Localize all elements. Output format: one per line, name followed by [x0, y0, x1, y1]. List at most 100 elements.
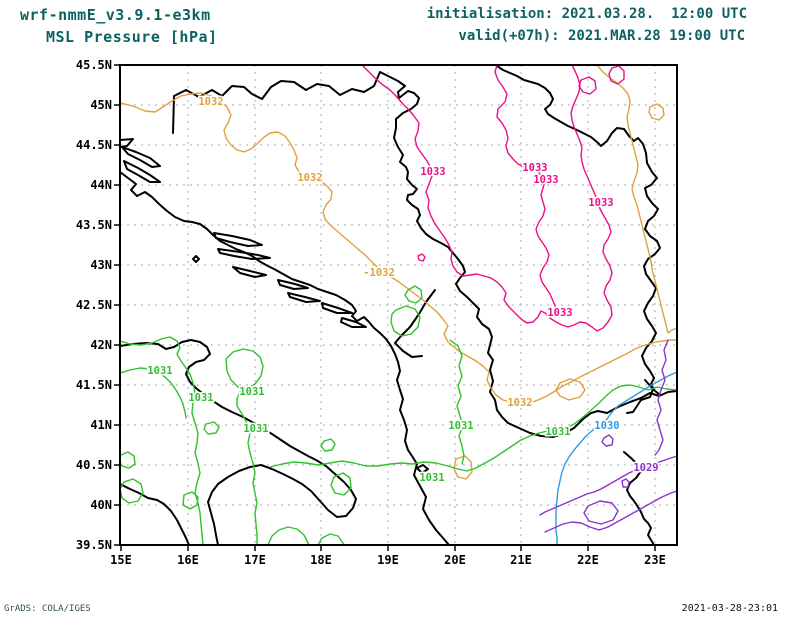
- y-tick-label: 40N: [90, 498, 112, 512]
- contour-1029: [539, 455, 677, 516]
- contour-1033: [417, 253, 426, 262]
- contour-1031: [225, 348, 264, 390]
- coastline-border-line: [277, 279, 309, 290]
- coastline-border-line: [121, 146, 161, 168]
- contour-1031: [317, 533, 345, 545]
- contour-1031: [236, 391, 258, 545]
- contour-1032: [120, 92, 677, 404]
- contour-1029: [583, 500, 619, 525]
- coastline-border-line: [120, 171, 450, 545]
- contour-1031: [203, 421, 220, 435]
- y-tick-label: 42N: [90, 338, 112, 352]
- coastline-border-line: [394, 289, 436, 358]
- contour-label-1032: 1032: [297, 172, 322, 184]
- y-tick-label: 43.5N: [76, 218, 112, 232]
- contour-label-1031: 1031: [545, 426, 570, 438]
- map-geometry: [120, 65, 677, 545]
- coastline-border-line: [123, 160, 161, 183]
- x-tick-label: 19E: [377, 553, 399, 567]
- contour-label-1033: 1033: [588, 197, 613, 209]
- contour-label-1031: 1031: [239, 386, 264, 398]
- x-tick-label: 20E: [444, 553, 466, 567]
- coastline-border-line: [217, 248, 271, 260]
- y-tick-label: 44.5N: [76, 138, 112, 152]
- contour-1031: [267, 526, 310, 545]
- contour-label-1033: 1033: [420, 166, 445, 178]
- contour-1033: [494, 65, 559, 315]
- contour-1032: [648, 103, 665, 121]
- contour-label-1033: 1033: [547, 307, 572, 319]
- y-tick-label: 44N: [90, 178, 112, 192]
- x-tick-label: 21E: [510, 553, 532, 567]
- initialisation-time-label: initialisation: 2021.03.28. 12:00 UTC: [426, 6, 747, 22]
- coastline-border-line: [192, 255, 200, 263]
- x-tick-label: 18E: [310, 553, 332, 567]
- contour-label-1032: 1032: [507, 397, 532, 409]
- contour-label-1031: 1031: [448, 420, 473, 432]
- coastline-border-line: [172, 71, 677, 438]
- contour-1029: [544, 490, 677, 533]
- coastline-border-line: [340, 317, 367, 328]
- contour-1031: [269, 384, 677, 472]
- x-tick-label: 16E: [177, 553, 199, 567]
- contour-label-1033: 1033: [522, 162, 547, 174]
- contour-1033: [608, 65, 625, 85]
- contour-1031: [120, 367, 187, 419]
- y-tick-label: 39.5N: [76, 538, 112, 552]
- coastline-border-line: [496, 65, 661, 396]
- contour-label-1031: 1031: [147, 365, 172, 377]
- contour-label-1031: 1031: [243, 423, 268, 435]
- y-tick-label: 42.5N: [76, 298, 112, 312]
- y-tick-label: 41.5N: [76, 378, 112, 392]
- contour-1031: [320, 438, 336, 452]
- contour-1032: [453, 455, 473, 480]
- x-tick-label: 22E: [577, 553, 599, 567]
- contour-label-1029: 1029: [633, 462, 658, 474]
- creation-timestamp: 2021-03-28-23:01: [681, 603, 778, 614]
- y-tick-label: 43N: [90, 258, 112, 272]
- contour-label-1033: 1033: [533, 174, 558, 186]
- y-tick-label: 41N: [90, 418, 112, 432]
- contour-label-1030: 1030: [594, 420, 619, 432]
- coastline-border-line: [120, 339, 357, 545]
- contour-1033: [578, 76, 597, 95]
- y-tick-label: 45.5N: [76, 58, 112, 72]
- contour-1029: [621, 478, 630, 488]
- contour-1031: [330, 472, 352, 496]
- x-tick-label: 17E: [244, 553, 266, 567]
- valid-time-label: valid(+07h): 2021.MAR.28 19:00 UTC: [458, 28, 745, 44]
- contour-label-1031: 1031: [188, 392, 213, 404]
- contour-1030: [555, 371, 677, 545]
- model-title: wrf-nmmE_v3.9.1-e3km: [20, 6, 211, 24]
- field-title: MSL Pressure [hPa]: [46, 28, 218, 46]
- contour-1031: [120, 451, 136, 469]
- contour-1031: [449, 339, 465, 465]
- map-frame: [119, 64, 678, 546]
- contour-label-1032: -1032: [363, 267, 395, 279]
- contour-1032: [596, 65, 677, 334]
- contour-1031: [390, 305, 421, 337]
- coastline-border-line: [213, 232, 263, 247]
- contour-label-1031: 1031: [419, 472, 444, 484]
- coastline-border-line: [287, 292, 321, 303]
- y-tick-label: 40.5N: [76, 458, 112, 472]
- contour-1031: [120, 336, 204, 545]
- coastline-border-line: [120, 483, 190, 545]
- coastline-border-line: [120, 138, 134, 148]
- contour-1031: [404, 285, 423, 304]
- x-tick-label: 15E: [110, 553, 132, 567]
- y-tick-label: 45N: [90, 98, 112, 112]
- contour-label-1032: 1032: [198, 96, 223, 108]
- contour-1031: [120, 478, 144, 504]
- coastline-border-line: [416, 464, 429, 474]
- coastline-border-line: [232, 266, 267, 278]
- contour-1029: [654, 339, 669, 456]
- coastline-border-line: [321, 302, 353, 314]
- contour-1029: [601, 434, 614, 447]
- x-tick-label: 23E: [644, 553, 666, 567]
- contour-1031: [182, 491, 199, 510]
- grads-credit: GrADS: COLA/IGES: [4, 604, 91, 614]
- contour-1032: [555, 378, 586, 401]
- contour-1033: [361, 65, 613, 332]
